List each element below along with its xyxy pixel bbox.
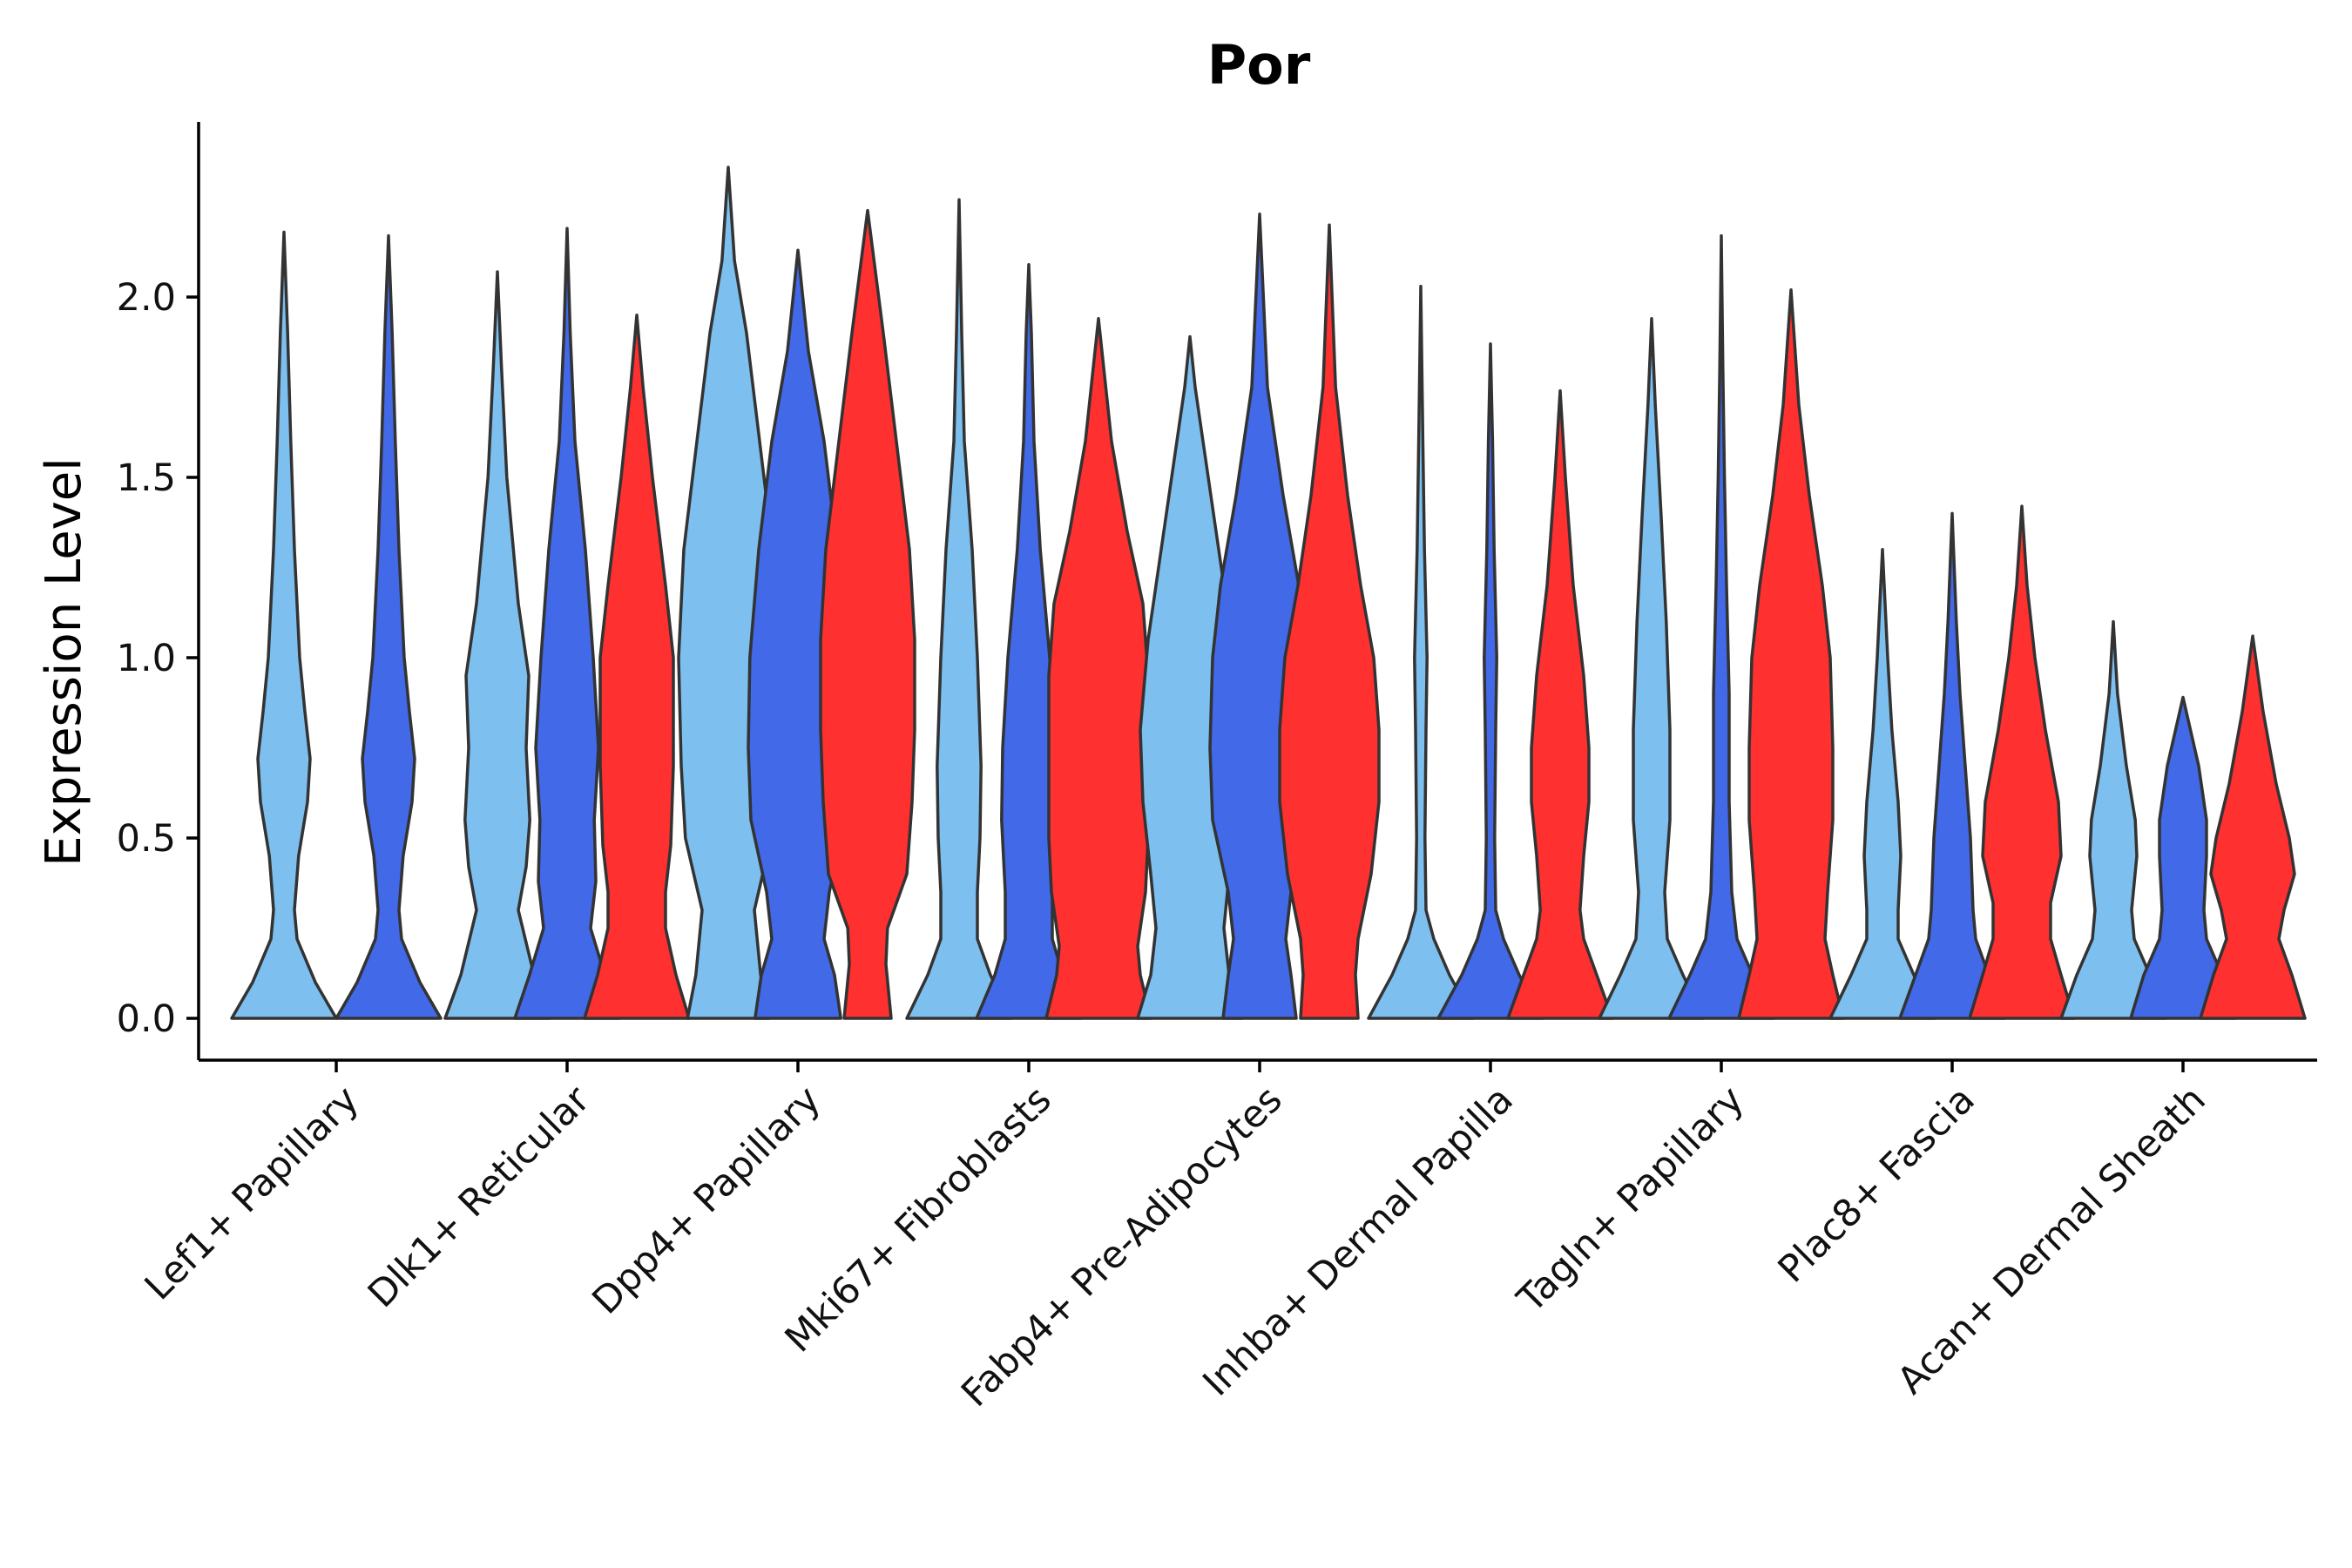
- violin-inhba-dermal-papilla-condition-2: [1436, 342, 1544, 1020]
- violin-group-dlk1-reticular: [443, 226, 691, 1020]
- violin-plac8-fascia-condition-1: [1828, 548, 1936, 1020]
- violin-group-fabp4-pre-adipocytes: [1136, 213, 1381, 1020]
- violin-acan-dermal-sheath-condition-1: [2059, 619, 2167, 1020]
- violin-dpp4-papillary-condition-3: [819, 208, 916, 1020]
- violin-acan-dermal-sheath-condition-2: [2129, 695, 2237, 1020]
- x-tick-label: Dlk1+ Reticular: [360, 1078, 598, 1316]
- violin-group-tagln-papillary: [1598, 233, 1845, 1020]
- violin-group-plac8-fascia: [1828, 504, 2076, 1020]
- x-tick-label: Dpp4+ Papillary: [585, 1078, 829, 1322]
- violin-group-dpp4-papillary: [677, 166, 916, 1020]
- violin-group-acan-dermal-sheath: [2059, 619, 2307, 1020]
- y-tick-label: 2.0: [117, 276, 176, 320]
- violin-plac8-fascia-condition-3: [1968, 504, 2076, 1020]
- y-tick-label: 1.5: [117, 456, 176, 500]
- violin-group-mki67-fibroblasts: [905, 198, 1152, 1020]
- violin-fabp4-pre-adipocytes-condition-3: [1278, 223, 1381, 1020]
- violin-dlk1-reticular-condition-1: [443, 270, 551, 1020]
- violin-dlk1-reticular-condition-3: [583, 313, 691, 1020]
- x-tick-label: Tagln+ Papillary: [1509, 1078, 1753, 1321]
- violin-plac8-fascia-condition-2: [1898, 511, 2006, 1020]
- y-tick-label: 0.5: [117, 817, 176, 861]
- violin-tagln-papillary-condition-3: [1737, 287, 1845, 1020]
- violin-group-inhba-dermal-papilla: [1367, 284, 1614, 1020]
- violin-group-lef1-papillary: [230, 230, 443, 1020]
- violin-inhba-dermal-papilla-condition-1: [1367, 284, 1475, 1020]
- violins-layer: [230, 166, 2307, 1020]
- violin-lef1-papillary-condition-1: [230, 230, 338, 1020]
- y-tick-label: 1.0: [117, 637, 176, 680]
- x-tick-label: Plac8+ Fascia: [1770, 1078, 1984, 1291]
- violin-tagln-papillary-condition-1: [1598, 317, 1706, 1020]
- chart-title: Por: [1207, 33, 1311, 97]
- violin-acan-dermal-sheath-condition-3: [2199, 634, 2307, 1020]
- violin-lef1-papillary-condition-2: [335, 233, 443, 1020]
- violin-inhba-dermal-papilla-condition-3: [1506, 389, 1614, 1020]
- y-axis-label: Expression Level: [36, 457, 92, 867]
- violin-mki67-fibroblasts-condition-3: [1044, 317, 1152, 1020]
- violin-dlk1-reticular-condition-2: [513, 226, 621, 1020]
- x-tick-label: Mki67+ Fibroblasts: [777, 1078, 1060, 1361]
- violin-tagln-papillary-condition-2: [1667, 233, 1775, 1020]
- x-tick-label: Lef1+ Papillary: [137, 1078, 368, 1308]
- y-tick-label: 0.0: [117, 997, 176, 1041]
- violin-mki67-fibroblasts-condition-1: [905, 198, 1013, 1020]
